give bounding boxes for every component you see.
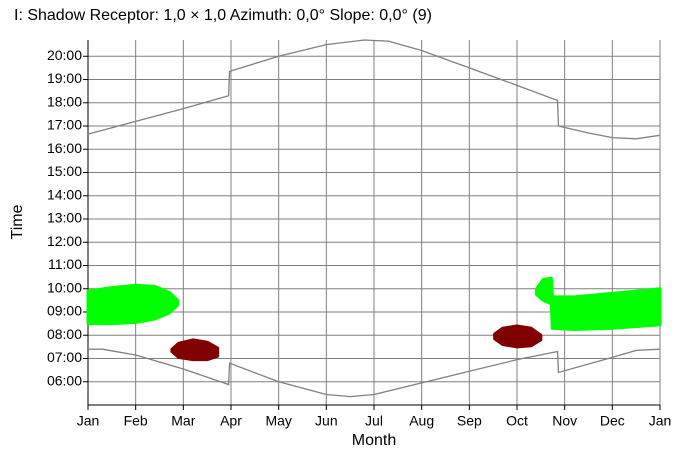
y-tick-label: 09:00 <box>47 303 82 319</box>
y-tick-label: 14:00 <box>47 186 82 202</box>
y-tick-label: 10:00 <box>47 279 82 295</box>
shadow-region <box>535 276 662 331</box>
y-tick-label: 06:00 <box>47 372 82 388</box>
shadow-region <box>86 283 180 326</box>
y-tick-label: 18:00 <box>47 93 82 109</box>
y-tick-label: 19:00 <box>47 70 82 86</box>
y-tick-label: 07:00 <box>47 349 82 365</box>
x-tick-label: Oct <box>506 413 528 429</box>
y-tick-label: 12:00 <box>47 233 82 249</box>
x-tick-label: Jan <box>649 413 672 429</box>
line <box>88 348 661 398</box>
x-tick-label: Sep <box>457 413 482 429</box>
x-tick-label: Nov <box>552 413 577 429</box>
x-tick-label: Aug <box>409 413 434 429</box>
y-tick-label: 13:00 <box>47 210 82 226</box>
y-tick-label: 08:00 <box>47 326 82 342</box>
shadow-region <box>170 338 220 362</box>
x-tick-label: Jun <box>315 413 338 429</box>
chart-title: I: Shadow Receptor: 1,0 × 1,0 Azimuth: 0… <box>14 7 432 24</box>
x-tick-label: Feb <box>124 413 148 429</box>
y-tick-label: 11:00 <box>48 256 82 272</box>
y-tick-label: 20:00 <box>47 47 82 63</box>
x-tick-label: Jan <box>77 413 100 429</box>
y-axis-label: Time <box>9 204 26 239</box>
x-tick-label: May <box>265 413 291 429</box>
x-tick-label: Mar <box>171 413 195 429</box>
shadow-region <box>493 324 543 349</box>
x-axis-label: Month <box>352 432 396 449</box>
x-tick-label: Apr <box>220 413 242 429</box>
x-tick-label: Jul <box>365 413 383 429</box>
y-tick-label: 16:00 <box>47 140 82 156</box>
line <box>87 39 661 140</box>
y-tick-label: 17:00 <box>47 117 82 133</box>
y-tick-label: 15:00 <box>47 163 82 179</box>
x-tick-label: Dec <box>600 413 625 429</box>
